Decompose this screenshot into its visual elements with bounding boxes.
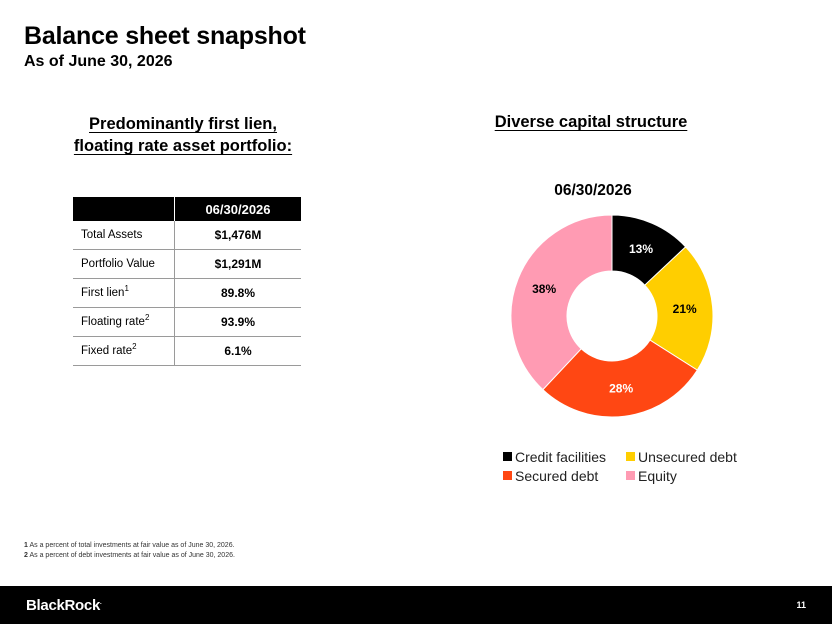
footnote-1: 1 As a percent of total investments at f…	[24, 542, 235, 549]
legend-item-equity: Equity	[626, 468, 677, 484]
slice-data-label: 13%	[629, 242, 653, 256]
legend-item-credit-facilities: Credit facilities	[503, 449, 626, 465]
row-label: Total Assets	[73, 221, 175, 250]
footnote-ref: 1	[124, 284, 129, 294]
row-value: $1,291M	[174, 249, 301, 279]
table-row: Floating rate2 93.9%	[73, 307, 301, 337]
row-label: First lien1	[73, 278, 175, 308]
row-label: Fixed rate2	[73, 336, 175, 366]
legend-item-unsecured-debt: Unsecured debt	[626, 449, 737, 465]
table-header-blank	[73, 197, 175, 221]
footnote-2: 2 As a percent of debt investments at fa…	[24, 552, 235, 559]
portfolio-heading-line1: Predominantly first lien,	[89, 115, 277, 133]
portfolio-heading-line2: floating rate asset portfolio:	[73, 137, 293, 155]
table-header-row: 06/30/2026	[73, 197, 301, 221]
chart-title: 06/30/2026	[554, 182, 632, 199]
table-header-date: 06/30/2026	[174, 197, 301, 221]
legend-label: Secured debt	[515, 467, 599, 484]
row-value: 6.1%	[174, 336, 301, 366]
page-title: Balance sheet snapshot	[24, 22, 306, 50]
slice-data-label: 21%	[673, 302, 697, 316]
footnote-ref: 2	[144, 313, 150, 323]
capital-structure-heading: Diverse capital structure	[494, 113, 688, 131]
footnotes: 1 As a percent of total investments at f…	[24, 541, 235, 561]
page-number: 11	[796, 600, 806, 610]
footnote-ref: 2	[132, 342, 137, 352]
row-label: Floating rate2	[73, 307, 175, 337]
legend-item-secured-debt: Secured debt	[503, 468, 626, 484]
slice-data-label: 38%	[532, 282, 556, 296]
row-label: Portfolio Value	[73, 249, 175, 279]
slice-secured-debt	[542, 339, 698, 418]
portfolio-heading: Predominantly first lien, floating rate …	[40, 113, 326, 157]
legend-swatch	[626, 452, 635, 461]
legend-label: Equity	[638, 467, 677, 484]
legend-label: Unsecured debt	[638, 448, 737, 465]
legend-swatch	[503, 471, 512, 480]
row-value: $1,476M	[174, 221, 301, 250]
table-row: Portfolio Value $1,291M	[73, 249, 301, 279]
footer-bar: BlackRock. 11	[0, 586, 832, 624]
blackrock-logo: BlackRock.	[26, 597, 102, 614]
row-value: 89.8%	[174, 278, 301, 308]
legend-swatch	[503, 452, 512, 461]
page-subtitle: As of June 30, 2026	[24, 53, 173, 70]
slice-unsecured-debt	[644, 246, 714, 371]
legend-label: Credit facilities	[515, 448, 607, 465]
slice-data-label: 28%	[609, 381, 633, 395]
chart-legend: Credit facilities Unsecured debt Secured…	[503, 447, 737, 485]
table-row: Total Assets $1,476M	[73, 221, 301, 250]
table-row: Fixed rate2 6.1%	[73, 336, 301, 366]
table-row: First lien1 89.8%	[73, 278, 301, 308]
legend-swatch	[626, 471, 635, 480]
slice-equity	[510, 214, 613, 391]
portfolio-table: 06/30/2026 Total Assets $1,476M Portfoli…	[73, 197, 301, 366]
row-value: 93.9%	[174, 307, 301, 337]
